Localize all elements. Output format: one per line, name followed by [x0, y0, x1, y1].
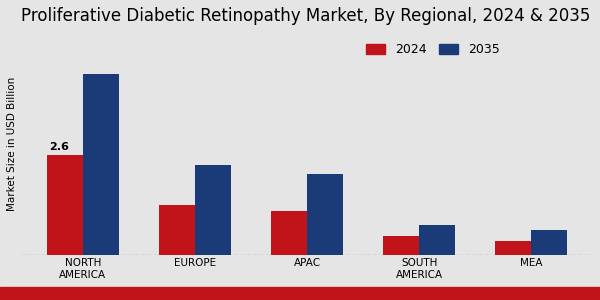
- Bar: [383, 236, 419, 255]
- Bar: [83, 74, 119, 255]
- Bar: [496, 241, 531, 255]
- Bar: [47, 155, 83, 255]
- Y-axis label: Market Size in USD Billion: Market Size in USD Billion: [7, 76, 17, 211]
- Bar: [531, 230, 567, 255]
- Bar: [271, 211, 307, 255]
- Text: 2.6: 2.6: [49, 142, 70, 152]
- Bar: [159, 205, 195, 255]
- Legend: 2024, 2035: 2024, 2035: [361, 38, 505, 61]
- Bar: [195, 165, 231, 255]
- Bar: [419, 225, 455, 255]
- Bar: [307, 174, 343, 255]
- Text: Proliferative Diabetic Retinopathy Market, By Regional, 2024 & 2035: Proliferative Diabetic Retinopathy Marke…: [21, 7, 590, 25]
